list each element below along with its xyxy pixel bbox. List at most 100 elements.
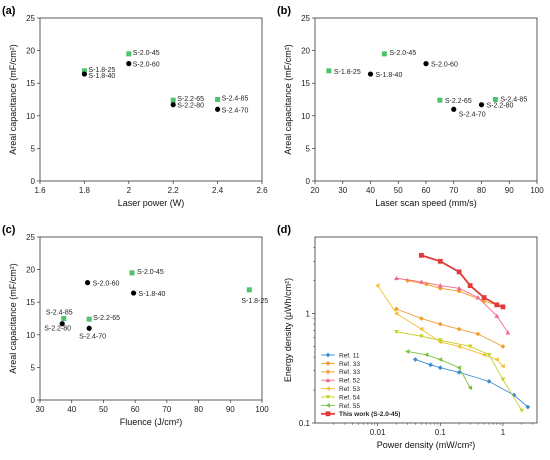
y-tick-label: 15 xyxy=(301,79,310,88)
y-tick-label: 5 xyxy=(31,363,36,372)
data-marker xyxy=(500,377,506,382)
point-S-2.2-65 xyxy=(170,97,176,103)
point-label: S-2.2-65 xyxy=(93,315,120,322)
x-tick-label: 2.2 xyxy=(168,186,180,195)
data-marker xyxy=(525,404,531,410)
x-axis-label: Fluence (J/cm²) xyxy=(120,417,183,427)
data-marker xyxy=(325,395,331,400)
y-axis-label: Areal capacitance (mF/cm²) xyxy=(283,44,293,155)
data-marker xyxy=(500,344,506,349)
point-label: S-2.2-65 xyxy=(445,98,472,105)
data-marker xyxy=(437,258,443,264)
point-label: S-1.8-40 xyxy=(139,291,166,298)
point-label: S-2.0-60 xyxy=(133,62,160,69)
data-marker xyxy=(437,283,443,288)
x-tick-label: 60 xyxy=(422,186,431,195)
data-marker xyxy=(481,295,487,300)
point-S-2.2-65 xyxy=(437,97,443,103)
y-tick-label: 10 xyxy=(301,112,310,121)
point-S-2.2-80 xyxy=(59,321,65,327)
point-label: S-2.0-45 xyxy=(389,50,416,57)
data-marker xyxy=(467,283,473,288)
data-marker xyxy=(412,357,418,362)
panel-label: (a) xyxy=(2,5,16,17)
x-tick-label: 100 xyxy=(255,405,269,414)
y-axis-label: Energy density (μWh/cm²) xyxy=(283,278,293,382)
data-marker xyxy=(437,321,443,327)
legend-label: Ref. 11 xyxy=(339,352,360,359)
point-S-2.0-45 xyxy=(129,270,135,276)
legend-label: Ref. 54 xyxy=(339,394,360,401)
y-tick-label: 0 xyxy=(31,177,36,186)
point-label: S-1.8-25 xyxy=(334,69,361,76)
data-marker xyxy=(419,252,424,258)
series-ref-11 xyxy=(412,357,531,410)
point-S-2.4-85 xyxy=(215,97,221,102)
x-tick-label: 1.6 xyxy=(34,186,46,195)
panel-c: (c) 30 40 50 60 70 80 90 100 0 5 10 15 20 25 Fluence (J… xyxy=(2,224,269,427)
point-label: S-1.8-25 xyxy=(241,298,268,305)
y-tick-label: 10 xyxy=(26,112,35,121)
data-marker xyxy=(456,285,462,291)
point-label: S-2.2-80 xyxy=(44,326,71,333)
x-tick-label: 80 xyxy=(477,186,486,195)
point-label: S-2.4-85 xyxy=(46,310,73,317)
data-marker xyxy=(494,313,500,318)
data-marker xyxy=(394,275,399,281)
data-marker xyxy=(486,378,492,384)
y-axis-label: Areal capacitance (mF/cm²) xyxy=(8,44,18,155)
point-label: S-2.2-80 xyxy=(487,103,514,110)
x-tick-label: 50 xyxy=(99,405,108,414)
y-tick-label: 0.1 xyxy=(299,419,311,428)
series-line xyxy=(421,254,504,308)
y-tick-label: 25 xyxy=(26,233,35,242)
series-line xyxy=(415,359,529,408)
y-axis-label: Areal capacitance (mF/cm²) xyxy=(8,263,18,374)
legend-label: Ref. 55 xyxy=(339,403,360,410)
data-marker xyxy=(419,279,424,284)
x-tick-label: 70 xyxy=(162,405,171,414)
data-marker xyxy=(325,403,330,408)
x-tick-label: 60 xyxy=(131,405,140,414)
x-axis-label: Laser scan speed (mm/s) xyxy=(375,198,477,208)
x-tick-label: 80 xyxy=(194,405,203,414)
data-marker xyxy=(456,269,462,275)
data-marker xyxy=(494,302,500,308)
y-tick-label: 20 xyxy=(301,47,310,56)
data-marker xyxy=(419,334,424,339)
point-S-1.8-25 xyxy=(81,68,87,74)
x-tick-label: 70 xyxy=(449,186,458,195)
plot-frame xyxy=(39,236,263,401)
point-label: S-2.0-45 xyxy=(133,50,160,57)
data-marker xyxy=(486,352,492,358)
plot-frame xyxy=(39,17,263,182)
x-tick-label: 30 xyxy=(338,186,347,195)
data-marker xyxy=(500,363,505,369)
panel-label: (c) xyxy=(2,224,16,236)
data-marker xyxy=(428,362,433,368)
point-S-1.8-25 xyxy=(326,68,332,74)
series-ref-33 xyxy=(394,306,506,349)
point-S-2.2-80 xyxy=(478,102,485,108)
point-S-2.2-65 xyxy=(86,316,92,322)
data-marker xyxy=(456,369,462,375)
data-marker xyxy=(494,357,499,362)
x-tick-label: 1.8 xyxy=(79,186,91,195)
legend-label: This work (S-2.0-45) xyxy=(339,411,400,418)
legend-label: Ref. 53 xyxy=(339,386,360,393)
data-marker xyxy=(375,283,380,288)
data-marker xyxy=(394,329,399,335)
point-label: S-2.0-45 xyxy=(137,269,164,276)
point-label: S-2.4-70 xyxy=(459,111,486,118)
series-ref-55 xyxy=(405,349,473,391)
point-S-2.0-60 xyxy=(423,61,429,67)
series-line xyxy=(396,308,504,347)
y-tick-label: 25 xyxy=(301,14,310,23)
point-label: S-2.2-65 xyxy=(177,96,204,103)
data-marker xyxy=(394,306,399,312)
point-S-2.0-60 xyxy=(84,280,91,286)
x-tick-label: 2.6 xyxy=(256,186,268,195)
y-tick-label: 0 xyxy=(306,177,311,186)
